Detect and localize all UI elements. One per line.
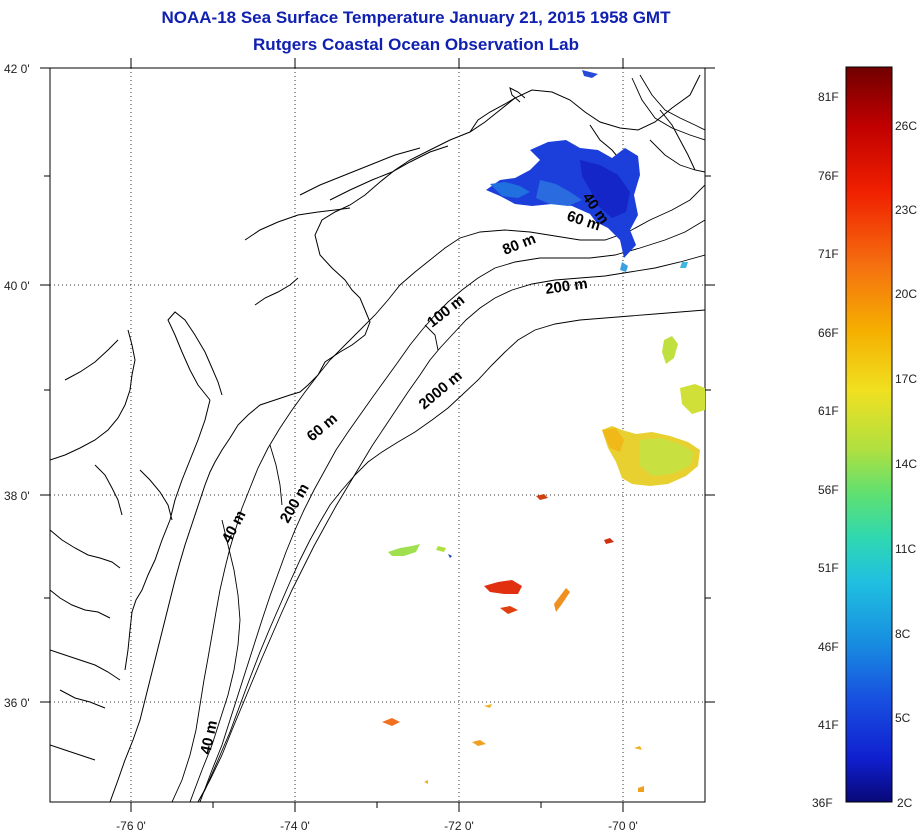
lat-label: 36 0' bbox=[4, 696, 30, 710]
lon-label: -72 0' bbox=[444, 819, 474, 832]
lon-label: -70 0' bbox=[608, 819, 638, 832]
map-title: NOAA-18 Sea Surface Temperature January … bbox=[161, 8, 671, 27]
colorbar-c-label: 5C bbox=[895, 711, 911, 725]
colorbar-c-label: 11C bbox=[895, 542, 916, 556]
lat-label: 42 0' bbox=[4, 62, 30, 76]
colorbar-c-label: 20C bbox=[895, 287, 917, 301]
lat-label: 38 0' bbox=[4, 489, 30, 503]
lon-label: -74 0' bbox=[280, 819, 310, 832]
lat-label: 40 0' bbox=[4, 279, 30, 293]
sst-overlay bbox=[382, 70, 705, 792]
map-subtitle: Rutgers Coastal Ocean Observation Lab bbox=[253, 35, 579, 54]
colorbar-c-label: 14C bbox=[895, 457, 917, 471]
colorbar bbox=[845, 66, 893, 803]
lon-label: -76 0' bbox=[116, 819, 146, 832]
colorbar-c-label: 26C bbox=[895, 119, 917, 133]
colorbar-f-label: 56F bbox=[818, 483, 839, 497]
colorbar-f-label: 36F bbox=[812, 796, 833, 810]
colorbar-f-label: 66F bbox=[818, 326, 839, 340]
colorbar-c-label: 23C bbox=[895, 203, 917, 217]
colorbar-celsius-labels: 26C 23C 20C 17C 14C 11C 8C 5C 2C bbox=[895, 119, 917, 810]
colorbar-c-label: 2C bbox=[897, 796, 913, 810]
contour-label-40m-south: 40 m bbox=[197, 719, 221, 756]
colorbar-c-label: 8C bbox=[895, 627, 911, 641]
contour-label-200m-north: 200 m bbox=[544, 275, 588, 298]
colorbar-fahrenheit-labels: 81F 76F 71F 66F 61F 56F 51F 46F 41F 36F bbox=[812, 90, 839, 810]
colorbar-f-label: 51F bbox=[818, 561, 839, 575]
colorbar-f-label: 81F bbox=[818, 90, 839, 104]
colorbar-f-label: 76F bbox=[818, 169, 839, 183]
colorbar-c-label: 17C bbox=[895, 372, 917, 386]
coastline bbox=[50, 74, 701, 802]
frame-ticks bbox=[40, 58, 715, 812]
latitude-labels: 42 0' 40 0' 38 0' 36 0' bbox=[4, 62, 30, 710]
longitude-labels: -76 0' -74 0' -72 0' -70 0' bbox=[116, 819, 638, 832]
colorbar-f-label: 41F bbox=[818, 718, 839, 732]
bathymetry-contours bbox=[171, 74, 705, 802]
colorbar-f-label: 61F bbox=[818, 404, 839, 418]
colorbar-f-label: 46F bbox=[818, 640, 839, 654]
colorbar-f-label: 71F bbox=[818, 247, 839, 261]
